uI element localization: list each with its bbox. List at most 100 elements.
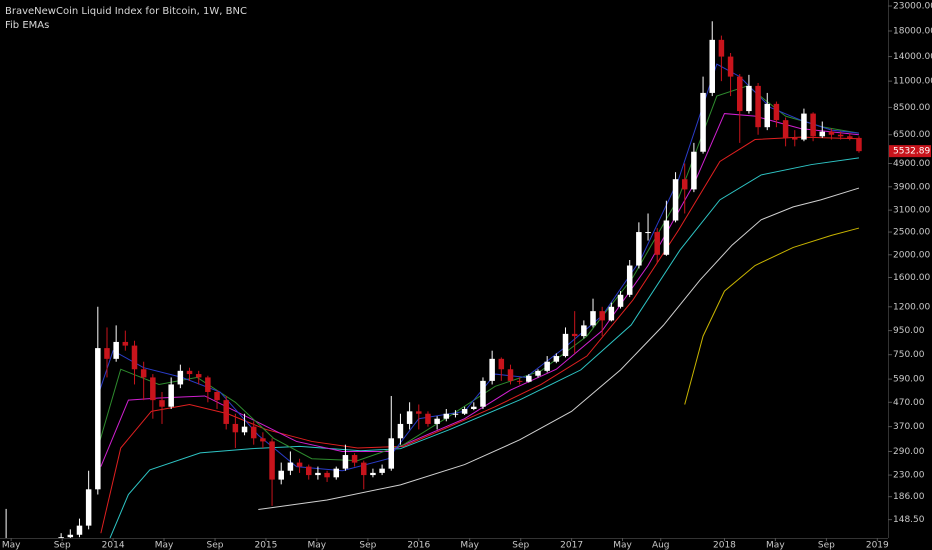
candle-body [507, 369, 514, 381]
candle-body [718, 39, 725, 57]
candle-body [296, 462, 303, 467]
candle-body [195, 374, 202, 378]
candle-body [461, 409, 468, 414]
y-tick-label: 370.00 [893, 422, 925, 432]
y-tick-label: 470.00 [893, 398, 925, 408]
candle-body [205, 377, 211, 392]
candle-body [663, 220, 670, 255]
candle-body [361, 462, 367, 476]
x-tick-label: 2015 [254, 541, 277, 550]
candle-body [847, 136, 853, 138]
candle-body [837, 134, 844, 137]
ema-line [100, 113, 860, 467]
y-tick-label: 14000.00 [893, 52, 932, 62]
candle-body [516, 380, 523, 382]
candle-body [232, 423, 239, 433]
candle-body [305, 466, 312, 476]
candle-body [636, 232, 642, 266]
candle-body [76, 525, 83, 535]
candle-body [700, 92, 706, 152]
candle-body [553, 356, 560, 362]
candle-body [581, 325, 587, 337]
candle-body [388, 438, 395, 469]
candle-body [95, 348, 101, 490]
x-tick-label: 2019 [866, 541, 889, 550]
candle-body [186, 370, 193, 375]
candle-body [755, 85, 761, 128]
x-tick-label: 2018 [713, 541, 736, 550]
candle-body [562, 333, 569, 357]
x-tick-label: Sep [207, 541, 224, 550]
candle-body [672, 179, 679, 221]
x-tick-label: 2014 [102, 541, 125, 550]
candle-body [727, 56, 734, 77]
candle-body [480, 380, 486, 407]
candle-body [425, 413, 431, 424]
candle-body [681, 179, 688, 190]
x-tick-label: May [766, 541, 785, 550]
candle-body [397, 423, 404, 439]
y-tick-label: 230.00 [893, 471, 925, 481]
y-tick-label: 2000.00 [893, 250, 930, 260]
chart-title: BraveNewCoin Liquid Index for Bitcoin, 1… [5, 6, 247, 17]
y-tick-label: 11000.00 [893, 77, 932, 87]
candle-body [315, 472, 321, 476]
last-price-label: 5532.89 [893, 147, 930, 157]
candle-body [773, 103, 780, 121]
x-tick-label: Aug [652, 541, 670, 550]
x-tick-label: 2016 [407, 541, 430, 550]
candle-body [260, 438, 266, 442]
candle-body [746, 85, 752, 112]
y-tick-label: 2500.00 [893, 228, 930, 238]
candle-body [709, 39, 715, 93]
x-tick-label: Sep [512, 541, 529, 550]
x-tick-label: May [155, 541, 174, 550]
candle-body [764, 103, 771, 128]
candle-body [370, 472, 376, 476]
candle-body [489, 358, 495, 381]
candle-body [792, 137, 798, 140]
candle-body [443, 413, 450, 419]
y-tick-label: 950.00 [893, 326, 925, 336]
ema-line [684, 227, 860, 405]
candle-body [544, 361, 550, 371]
candle-body [590, 311, 596, 326]
x-tick-label: May [613, 541, 632, 550]
y-tick-label: 6500.00 [893, 130, 930, 140]
candle-body [471, 406, 477, 410]
y-tick-label: 750.00 [893, 350, 925, 360]
candle-body [819, 131, 826, 137]
y-tick-label: 148.50 [893, 515, 925, 525]
candle-body [131, 345, 138, 370]
x-tick-label: Sep [818, 541, 835, 550]
candle-body [250, 426, 257, 439]
candle-body [379, 468, 385, 473]
y-tick-label: 1200.00 [893, 302, 930, 312]
candle-body [828, 131, 835, 135]
candle-body [241, 426, 248, 433]
candle-body [571, 333, 578, 337]
candle-body [85, 489, 92, 526]
y-tick-label: 23000.00 [893, 2, 932, 12]
x-tick-label: Sep [359, 541, 376, 550]
x-tick-label: 2017 [560, 541, 583, 550]
candle-body [351, 455, 358, 463]
candle-body [416, 411, 422, 414]
ema-line [100, 136, 859, 534]
y-tick-label: 1600.00 [893, 273, 930, 283]
candle-body [782, 120, 789, 138]
candle-body [498, 358, 505, 370]
candle-body [645, 232, 651, 234]
y-tick-label: 590.00 [893, 375, 925, 385]
x-tick-label: May [2, 541, 21, 550]
candle-body [691, 151, 697, 190]
y-tick-label: 290.00 [893, 447, 925, 457]
candle-body [168, 384, 174, 407]
candle-body [58, 537, 64, 538]
candle-body [324, 472, 330, 478]
candle-body [617, 294, 624, 307]
candle-body [406, 411, 413, 424]
